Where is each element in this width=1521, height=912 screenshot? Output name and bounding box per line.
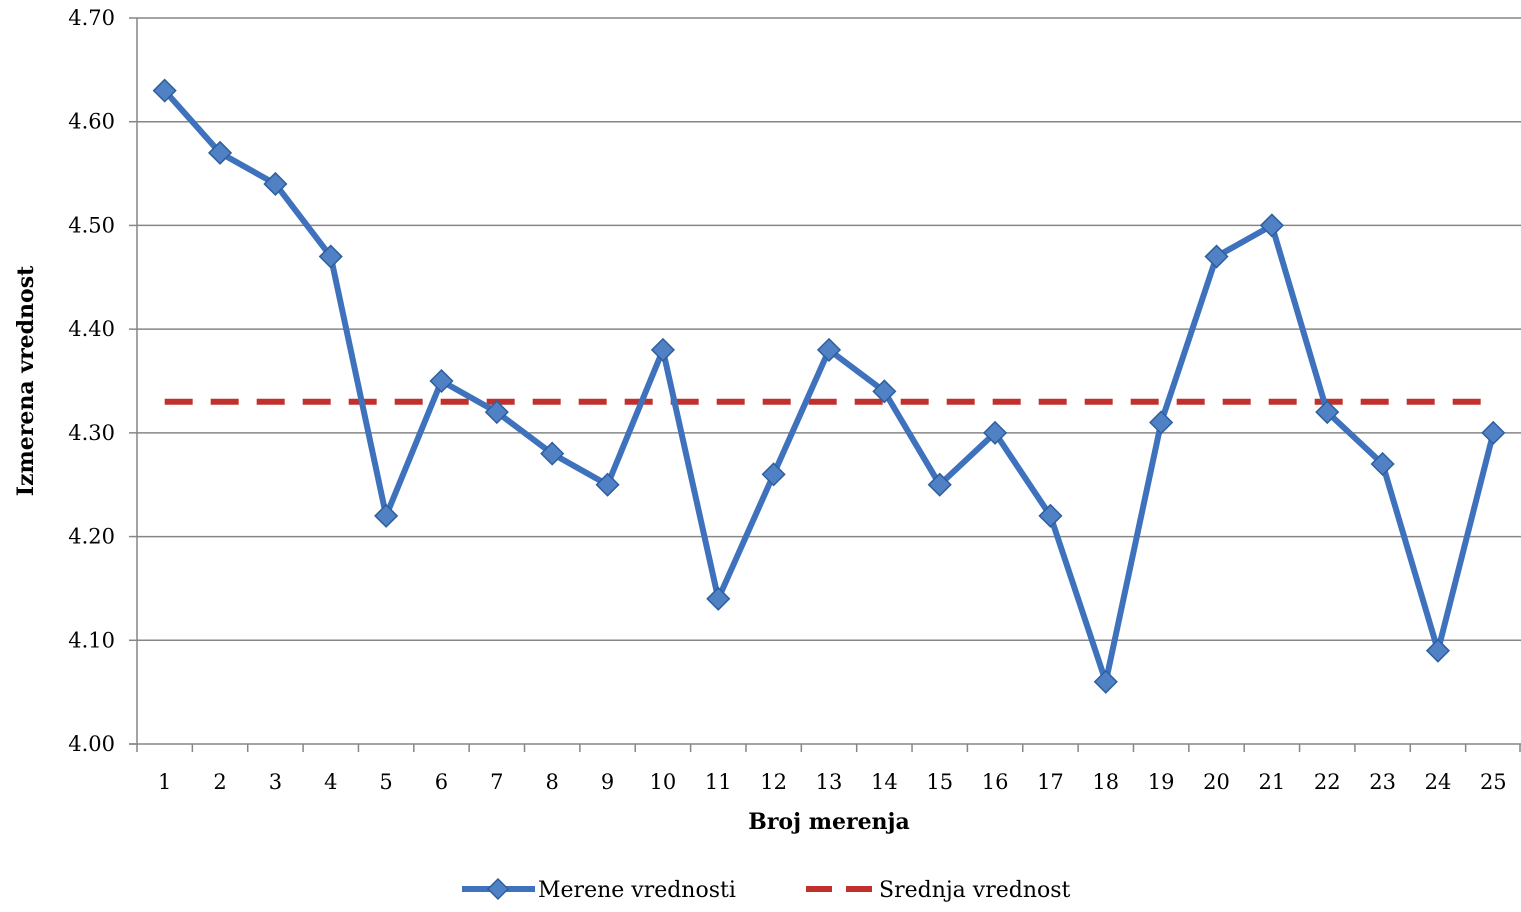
x-tick-label: 11: [705, 770, 732, 794]
x-tick-label: 10: [650, 770, 677, 794]
data-point: [983, 420, 1008, 445]
x-tick-labels: 1 2 3 4 5 6 7 8 9 10 11 12 13 14 15 16 17 18 19 20 21 22 23 24 2…: [158, 770, 1507, 794]
data-point: [1370, 451, 1395, 477]
x-tick-label: 22: [1314, 770, 1341, 794]
data-point: [207, 140, 233, 165]
series: [152, 78, 1506, 694]
y-tick-label: 4.30: [68, 421, 115, 445]
data-point: [318, 244, 343, 269]
data-point: [816, 337, 842, 362]
data-point: [872, 379, 897, 404]
x-tick-label: 21: [1259, 770, 1286, 794]
data-point: [1425, 638, 1451, 663]
data-point: [152, 78, 177, 103]
x-tick-label: 15: [926, 770, 953, 794]
x-tick-label: 24: [1425, 770, 1452, 794]
data-point: [1204, 244, 1229, 269]
y-axis-title: Izmerena vrednost: [13, 265, 39, 496]
y-tick-label: 4.00: [68, 732, 115, 756]
data-point: [263, 171, 288, 197]
legend-marker: [486, 877, 510, 901]
x-axis-title: Broj merenja: [748, 809, 910, 835]
data-point: [429, 368, 454, 394]
x-tick-label: 25: [1480, 770, 1507, 794]
x-tick-label: 20: [1203, 770, 1230, 794]
x-tick-label: 5: [379, 770, 392, 794]
y-tick-label: 4.70: [68, 6, 115, 30]
x-tick-label: 17: [1037, 770, 1064, 794]
data-point: [761, 462, 786, 487]
legend-label-srednja-vrednost: Srednja vrednost: [879, 878, 1071, 903]
x-tick-label: 14: [871, 770, 898, 794]
data-point: [1481, 420, 1506, 445]
y-tick-label: 4.40: [68, 317, 115, 341]
series-line-merene-vrednosti: [162, 88, 1497, 685]
y-tick-labels: 4.00 4.10 4.20 4.30 4.40 4.50 4.60 4.70: [68, 6, 115, 756]
x-tick-label: 12: [760, 770, 787, 794]
axes: [129, 17, 1521, 752]
x-tick-label: 8: [546, 770, 559, 794]
data-point: [540, 441, 565, 466]
data-point: [1093, 669, 1118, 694]
x-tick-label: 19: [1148, 770, 1175, 794]
x-tick-label: 1: [158, 770, 171, 794]
x-tick-label: 9: [601, 770, 614, 794]
x-tick-label: 16: [982, 770, 1009, 794]
y-tick-label: 4.50: [68, 213, 115, 237]
x-tick-label: 13: [816, 770, 843, 794]
y-tick-label: 4.10: [68, 628, 115, 652]
x-tick-label: 18: [1092, 770, 1119, 794]
data-point: [1038, 503, 1063, 528]
x-tick-label: 3: [269, 770, 282, 794]
data-point: [595, 472, 620, 497]
x-tick-label: 2: [213, 770, 226, 794]
data-point: [484, 400, 509, 425]
x-tick-label: 7: [490, 770, 503, 794]
data-point: [1315, 400, 1340, 425]
legend-label-merene-vrednosti: Merene vrednosti: [538, 878, 736, 903]
data-point: [706, 586, 731, 611]
y-tick-label: 4.20: [68, 525, 115, 549]
legend: Merene vrednosti Srednja vrednost: [462, 877, 1071, 903]
data-point: [1149, 410, 1174, 435]
x-tick-label: 23: [1369, 770, 1396, 794]
y-tick-label: 4.60: [68, 110, 115, 134]
data-point: [927, 472, 952, 497]
x-tick-label: 4: [324, 770, 337, 794]
data-point: [374, 503, 399, 528]
data-point: [1259, 213, 1284, 238]
x-tick-label: 6: [435, 770, 448, 794]
data-point: [650, 337, 675, 362]
